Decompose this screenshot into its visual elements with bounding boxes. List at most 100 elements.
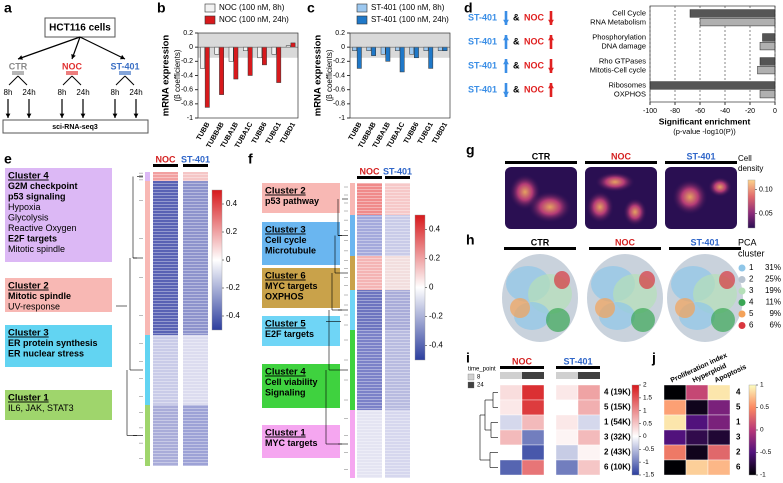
contrast-label: NOC — [524, 36, 545, 46]
heat-cell — [577, 414, 601, 431]
colorbar-tick-label: 0.5 — [643, 420, 652, 427]
colorbar — [748, 384, 757, 476]
legend-swatch — [204, 15, 216, 25]
row-label: 2 (43K) — [604, 448, 631, 457]
heat-cell — [685, 429, 709, 446]
cluster-title: Cluster 2 — [265, 186, 306, 197]
cluster-title: Cluster 3 — [8, 328, 49, 339]
legend-swatch — [204, 3, 216, 13]
heat-cell — [663, 414, 687, 431]
arrow-head — [548, 19, 554, 25]
plot-frame — [349, 32, 451, 119]
row-label: 1 (54K) — [604, 418, 631, 427]
arrow-head — [548, 67, 554, 73]
cluster-bar — [350, 215, 355, 256]
panel-label: h — [466, 232, 475, 248]
column-bar — [504, 247, 576, 250]
bar — [219, 46, 224, 95]
heat-cell — [663, 429, 687, 446]
plot-frame — [649, 5, 776, 103]
bar — [428, 46, 434, 69]
cluster-box — [262, 364, 340, 408]
cluster-term: MYC targets — [265, 438, 318, 448]
heat-cell — [707, 444, 731, 461]
y-tick-label: 0.2 — [183, 30, 193, 37]
cluster-box — [262, 316, 340, 346]
y-axis-label: mRNA expression — [161, 35, 172, 117]
legend-title: cluster — [738, 248, 765, 258]
heat-cell — [685, 384, 709, 401]
heat-cell — [521, 459, 545, 476]
colorbar-tick-label: 0.4 — [429, 225, 441, 234]
heat-cell — [499, 384, 523, 401]
bar — [276, 46, 282, 83]
fork — [71, 75, 82, 86]
cluster-term: ER nuclear stress — [8, 348, 84, 358]
bar — [699, 17, 776, 27]
category-label: DNA damage — [601, 41, 646, 50]
y-tick-label: -0.4 — [181, 72, 193, 79]
cluster-box — [5, 278, 112, 312]
cluster-term: E2F targets — [265, 329, 314, 339]
legend-marker — [738, 264, 746, 272]
bar — [399, 46, 405, 73]
heat-cell — [707, 384, 731, 401]
bar — [759, 57, 776, 66]
cluster-bar — [145, 172, 150, 181]
heatmap-texture — [385, 256, 410, 290]
heatmap-texture — [183, 335, 208, 405]
colorbar-title: density — [738, 164, 763, 173]
fork — [115, 75, 126, 86]
colorbar — [414, 214, 426, 361]
density-blob — [528, 191, 572, 223]
legend-share: 19% — [765, 286, 781, 295]
cluster-term: MYC targets — [265, 281, 318, 291]
heat-cell — [555, 429, 579, 446]
pca-cloud — [595, 298, 615, 318]
bar — [371, 46, 376, 56]
colorbar-tick-label: 0.2 — [429, 254, 441, 263]
arrow-head — [120, 54, 125, 60]
heat-cell — [521, 384, 545, 401]
dish-icon — [119, 71, 131, 75]
cluster-box — [262, 268, 340, 308]
bar — [262, 46, 267, 66]
heatmap-texture — [153, 335, 178, 405]
heat-cell — [685, 414, 709, 431]
method-box — [2, 119, 149, 134]
legend-label: 5 — [749, 309, 754, 318]
heatmap-texture — [153, 172, 178, 181]
fork — [17, 75, 28, 86]
arrow-head — [80, 113, 86, 118]
heat-cell — [521, 399, 545, 416]
bar — [414, 46, 419, 59]
x-tick-label: -20 — [745, 108, 755, 115]
group-label: ST-401 — [563, 356, 592, 366]
cluster-term: Signaling — [265, 387, 306, 397]
cluster-box — [262, 183, 340, 213]
colorbar-tick-label: -0.2 — [429, 312, 443, 321]
time-label: 24h — [129, 88, 142, 97]
legend-label: 4 — [749, 298, 754, 307]
cluster-box — [262, 222, 340, 265]
bar — [233, 46, 239, 80]
heat-cell — [685, 459, 709, 476]
fork — [62, 75, 73, 86]
column-bar — [357, 176, 382, 179]
y-axis-sublabel: (β coefficients) — [173, 49, 182, 101]
bar — [409, 46, 415, 55]
bar — [271, 46, 277, 55]
method-label: sci-RNA-seq3 — [52, 124, 98, 131]
legend-share: 11% — [766, 298, 781, 307]
colorbar-tick-label: -0.5 — [643, 446, 655, 453]
heatmap-texture — [153, 181, 178, 335]
bar — [689, 9, 776, 18]
heatmap-texture — [183, 405, 208, 466]
heatmap-texture — [357, 256, 382, 290]
contrast-joiner: & — [513, 12, 520, 22]
bar — [257, 46, 263, 59]
cluster-title: Cluster 4 — [8, 171, 49, 182]
y-tick-label: -0.6 — [181, 87, 193, 94]
row-label: 3 — [736, 433, 741, 442]
heat-cell — [577, 399, 601, 416]
